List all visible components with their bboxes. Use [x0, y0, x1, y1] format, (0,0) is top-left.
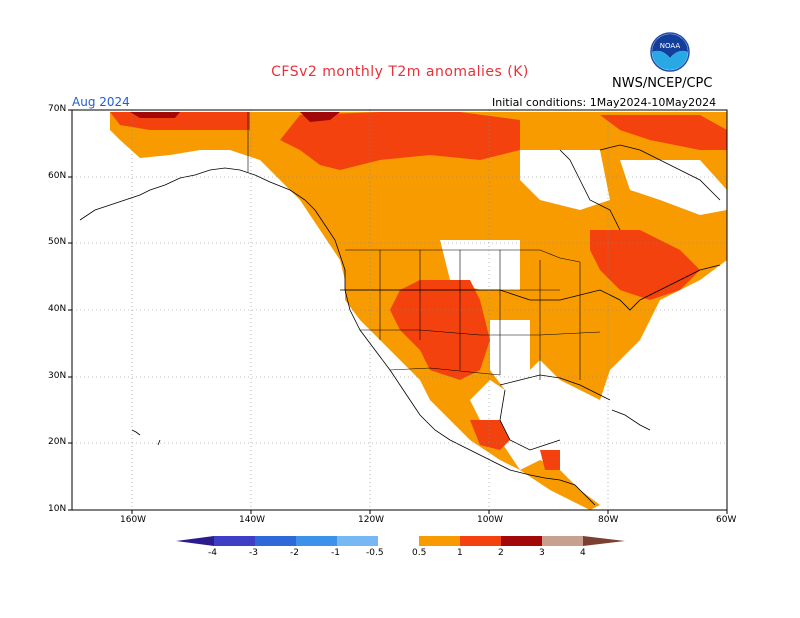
colorbar — [176, 536, 625, 546]
lat-label-40n: 40N — [48, 304, 67, 314]
colorbar-label: 2 — [498, 548, 504, 558]
initial-conditions: Initial conditions: 1May2024-10May2024 — [492, 96, 717, 109]
colorbar-label: -0.5 — [366, 548, 384, 558]
colorbar-label: -4 — [208, 548, 217, 558]
colorbar-label: 1 — [457, 548, 463, 558]
chart-title: CFSv2 monthly T2m anomalies (K) — [271, 64, 529, 80]
lon-label-120w: 120W — [358, 515, 385, 525]
lon-label-160w: 160W — [120, 515, 147, 525]
lat-label-10n: 10N — [48, 504, 67, 514]
colorbar-label: -3 — [249, 548, 258, 558]
lon-label-80w: 80W — [598, 515, 619, 525]
lat-label-50n: 50N — [48, 237, 67, 247]
logo-text: NOAA — [660, 42, 681, 50]
lon-label-100w: 100W — [477, 515, 504, 525]
colorbar-label: 3 — [539, 548, 545, 558]
political-borders — [247, 112, 601, 380]
agency-label: NWS/NCEP/CPC — [612, 76, 713, 91]
graticule — [72, 110, 727, 510]
colorbar-label: 0.5 — [412, 548, 427, 558]
noaa-logo: NOAA — [650, 32, 690, 76]
anomaly-shading — [110, 112, 727, 510]
colorbar-label: 4 — [580, 548, 586, 558]
colorbar-label: -1 — [331, 548, 340, 558]
lat-label-30n: 30N — [48, 371, 67, 381]
colorbar-label: -2 — [290, 548, 299, 558]
forecast-month: Aug 2024 — [72, 95, 130, 109]
lat-label-70n: 70N — [48, 104, 67, 114]
lon-label-140w: 140W — [239, 515, 266, 525]
lat-label-20n: 20N — [48, 437, 67, 447]
lat-label-60n: 60N — [48, 171, 67, 181]
lon-label-60w: 60W — [716, 515, 737, 525]
